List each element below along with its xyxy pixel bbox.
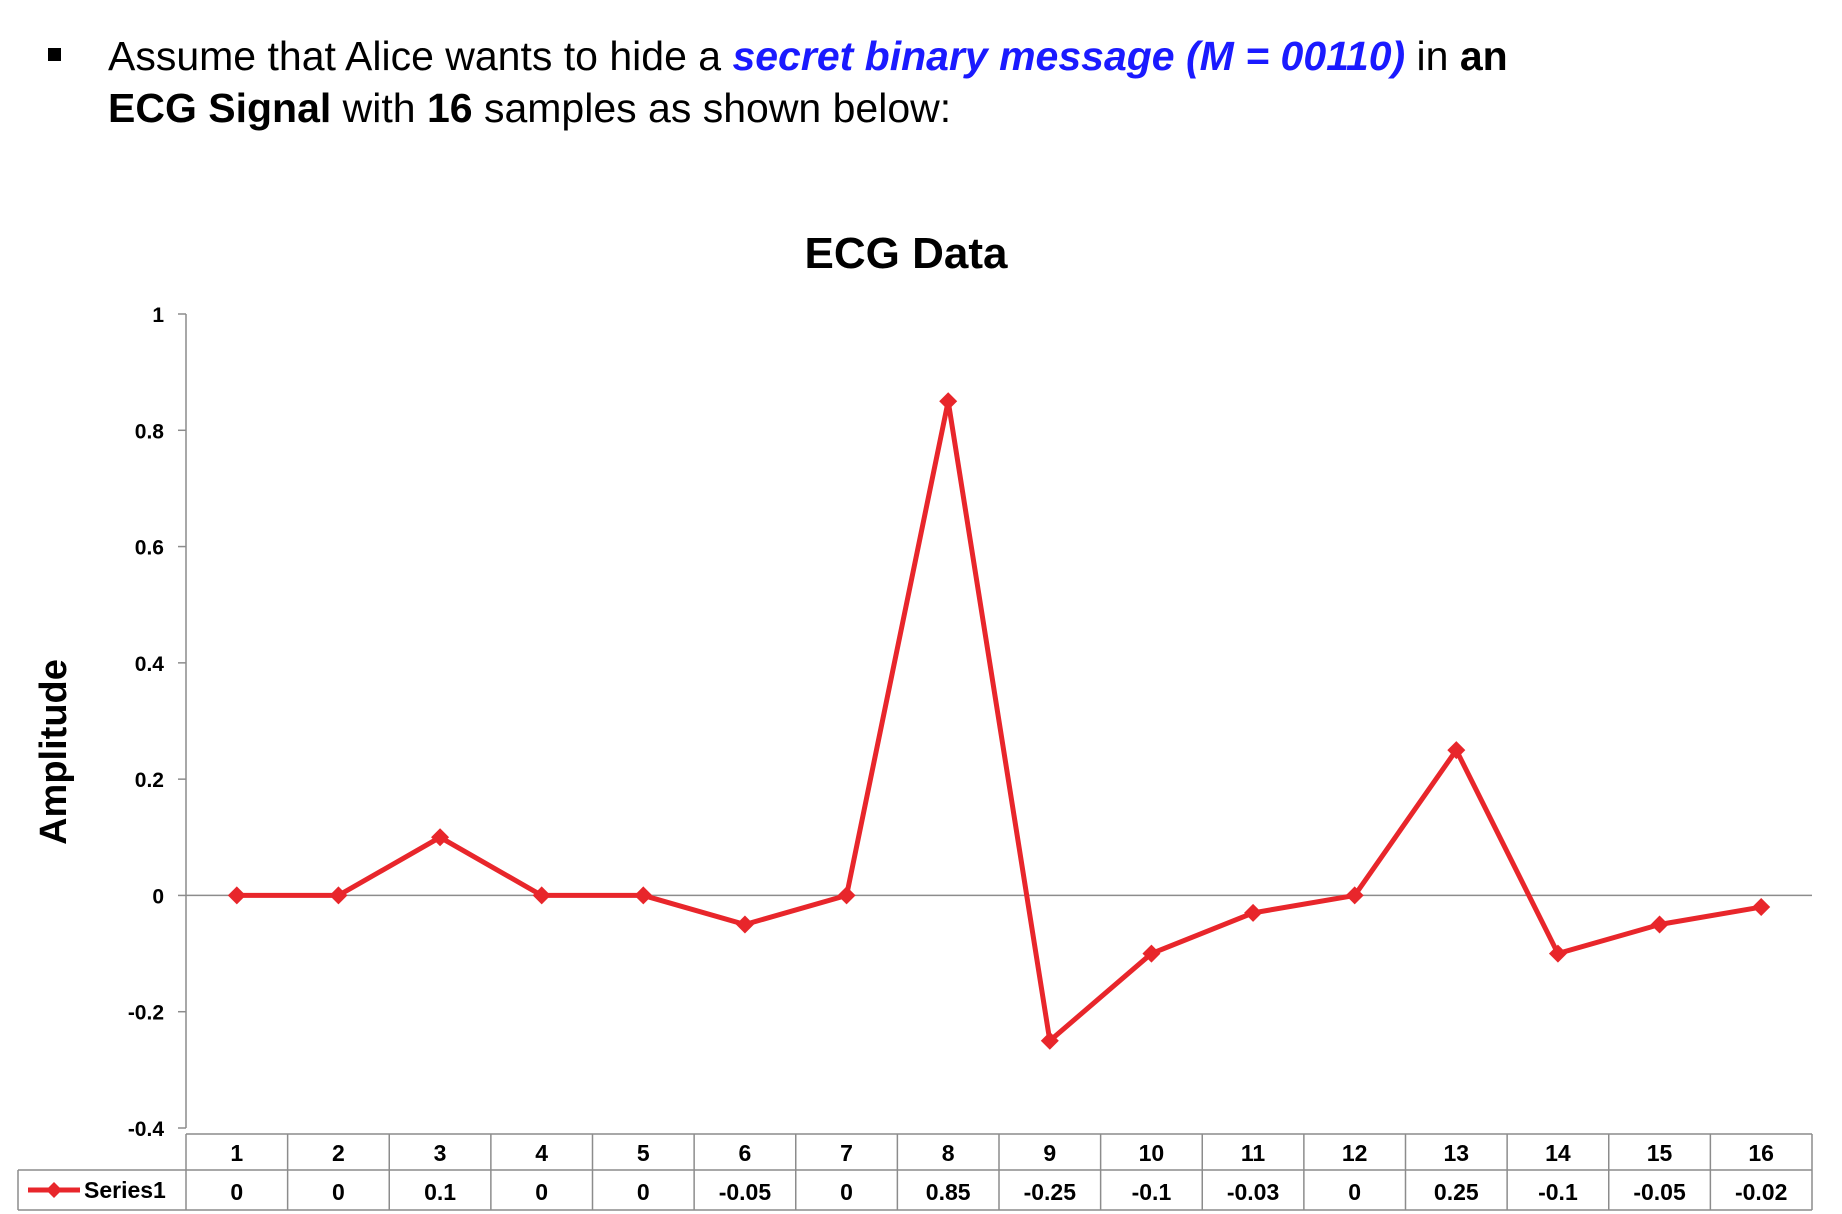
x-category-label: 16 — [1748, 1140, 1774, 1166]
data-point-marker — [227, 886, 246, 905]
data-table-value: 0.25 — [1434, 1179, 1479, 1205]
data-table-value: 0 — [1348, 1179, 1361, 1205]
x-category-label: 4 — [535, 1140, 548, 1166]
data-table-value: 0 — [840, 1179, 853, 1205]
x-category-label: 8 — [942, 1140, 955, 1166]
data-point-marker — [431, 828, 450, 847]
y-tick-label: 1 — [152, 304, 164, 327]
data-table-value: -0.1 — [1538, 1179, 1578, 1205]
intro-text: Assume that Alice wants to hide a secret… — [108, 33, 1508, 131]
x-category-label: 12 — [1342, 1140, 1368, 1166]
data-point-marker — [1752, 898, 1771, 917]
x-category-label: 7 — [840, 1140, 853, 1166]
data-table-value: 0 — [332, 1179, 345, 1205]
x-category-label: 15 — [1647, 1140, 1673, 1166]
data-table-value: -0.05 — [1633, 1179, 1686, 1205]
data-table-value: 0.1 — [424, 1179, 456, 1205]
data-point-marker — [735, 915, 754, 934]
y-tick-label: -0.4 — [128, 1118, 165, 1141]
data-point-marker — [329, 886, 348, 905]
data-point-marker — [1548, 944, 1567, 963]
data-table-value: 0 — [535, 1179, 548, 1205]
y-tick-label: 0.4 — [135, 653, 165, 676]
data-point-marker — [532, 886, 551, 905]
data-point-marker — [1040, 1031, 1059, 1050]
data-table-value: -0.02 — [1735, 1179, 1787, 1205]
y-tick-label: 0 — [152, 885, 164, 908]
y-tick-label: -0.2 — [128, 1002, 164, 1025]
data-table-value: -0.25 — [1024, 1179, 1077, 1205]
data-table-value: -0.03 — [1227, 1179, 1279, 1205]
data-point-marker — [1447, 741, 1466, 760]
x-category-label: 3 — [434, 1140, 447, 1166]
data-table-value: -0.05 — [719, 1179, 772, 1205]
chart-title: ECG Data — [805, 229, 1008, 278]
legend-series-name: Series1 — [84, 1177, 166, 1203]
x-category-label: 11 — [1241, 1140, 1266, 1166]
x-category-label: 5 — [637, 1140, 650, 1166]
data-table-value: 0 — [637, 1179, 650, 1205]
legend-marker — [46, 1182, 62, 1198]
data-point-marker — [1650, 915, 1669, 934]
data-point-marker — [1244, 903, 1263, 922]
x-category-label: 1 — [230, 1140, 243, 1166]
data-table-value: 0 — [230, 1179, 243, 1205]
y-tick-label: 0.8 — [135, 420, 165, 443]
data-point-marker — [939, 392, 958, 411]
x-category-label: 13 — [1444, 1140, 1470, 1166]
data-point-marker — [837, 886, 856, 905]
bullet-square-icon — [48, 48, 61, 61]
x-category-label: 6 — [739, 1140, 752, 1166]
x-category-label: 2 — [332, 1140, 345, 1166]
data-point-marker — [1142, 944, 1161, 963]
y-tick-label: 0.2 — [135, 769, 164, 792]
data-table-value: -0.1 — [1132, 1179, 1172, 1205]
data-point-marker — [1345, 886, 1364, 905]
secret-message-highlight: secret binary message (M = 00110) — [732, 33, 1406, 79]
data-table-value: 0.85 — [926, 1179, 971, 1205]
x-category-label: 10 — [1139, 1140, 1165, 1166]
series-line — [236, 400, 1762, 1046]
y-axis-label: Amplitude — [33, 659, 75, 845]
data-point-marker — [634, 886, 653, 905]
x-category-label: 9 — [1043, 1140, 1056, 1166]
y-tick-label: 0.6 — [135, 537, 164, 560]
x-category-label: 14 — [1545, 1140, 1571, 1166]
